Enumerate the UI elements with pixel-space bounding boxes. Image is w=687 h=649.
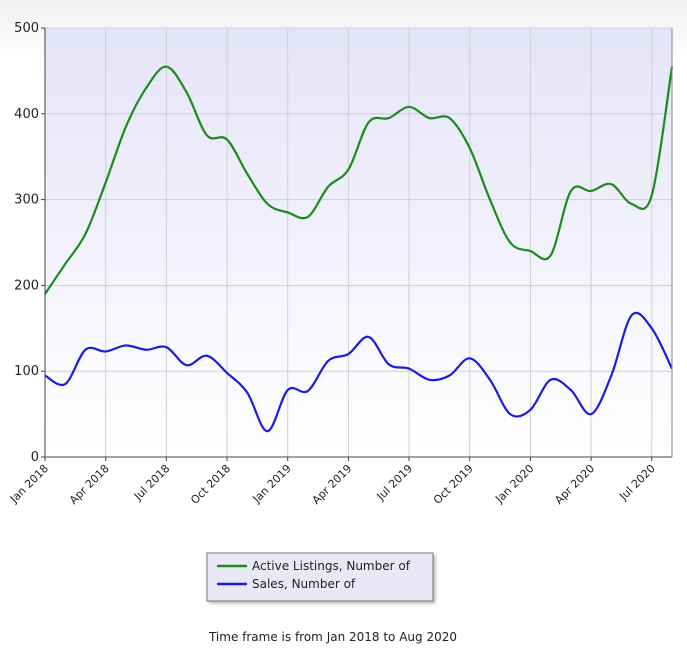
legend-label: Sales, Number of (252, 577, 356, 591)
line-series (44, 65, 674, 295)
y-tick-label: 500 (14, 21, 39, 36)
legend: Active Listings, Number of Sales, Number … (206, 552, 434, 602)
y-tick-label: 100 (14, 364, 39, 379)
legend-box (206, 552, 434, 602)
line-series (44, 311, 673, 433)
x-tick-label: Jul 2020 (616, 462, 658, 504)
x-tick-label: Apr 2019 (310, 462, 355, 507)
x-tick-label: Oct 2018 (188, 462, 233, 507)
y-tick-label: 0 (31, 450, 39, 465)
x-tick-label: Jan 2018 (7, 462, 51, 506)
y-tick-label: 400 (14, 107, 39, 122)
x-tick-label: Apr 2020 (552, 462, 597, 507)
y-tick-label: 200 (14, 278, 39, 293)
y-tick-label: 300 (14, 193, 39, 208)
legend-label: Active Listings, Number of (252, 559, 411, 573)
x-tick-label: Jan 2020 (492, 462, 536, 506)
plot-area (45, 28, 672, 457)
x-tick-label: Apr 2018 (67, 462, 112, 507)
x-tick-label: Jul 2019 (374, 462, 416, 504)
x-tick-label: Jul 2018 (131, 462, 173, 504)
x-tick-label: Oct 2019 (431, 462, 476, 507)
x-tick-label: Jan 2019 (250, 462, 294, 506)
footnote: Time frame is from Jan 2018 to Aug 2020 (208, 630, 457, 644)
